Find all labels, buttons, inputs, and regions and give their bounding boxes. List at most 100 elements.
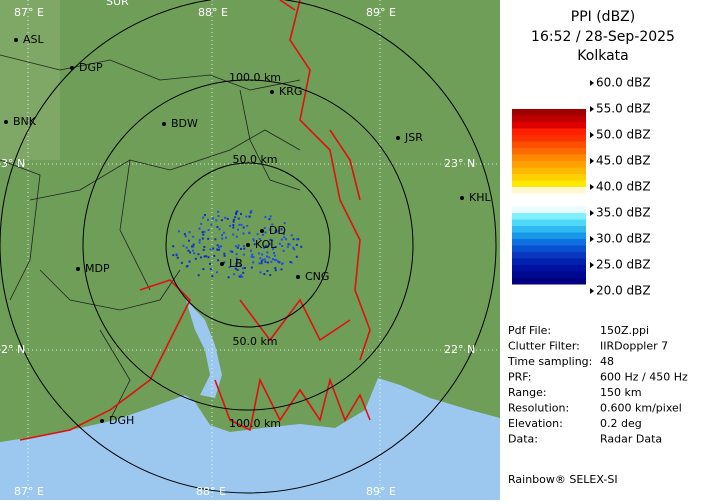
echo xyxy=(212,247,215,250)
place-dot xyxy=(4,120,8,124)
legend-swatch xyxy=(512,232,586,240)
place-label: KHL xyxy=(469,191,491,204)
echo xyxy=(281,262,284,265)
legend-swatch xyxy=(512,148,586,155)
echo xyxy=(257,252,260,255)
ring-label: 50.0 km xyxy=(232,153,277,166)
echo xyxy=(198,241,201,244)
info-value: IIRDoppler 7 xyxy=(600,340,668,353)
echo xyxy=(300,245,303,248)
legend-label: 55.0 dBZ xyxy=(596,102,651,116)
panel-station: Kolkata xyxy=(577,48,628,64)
echo xyxy=(266,261,269,264)
echo xyxy=(184,235,187,238)
echo xyxy=(202,233,205,236)
echo xyxy=(172,245,175,248)
sea xyxy=(0,378,500,500)
echo xyxy=(216,248,219,251)
echo xyxy=(275,230,278,233)
place-dot xyxy=(246,243,250,247)
place-dot xyxy=(220,262,224,266)
echo xyxy=(192,243,195,246)
legend-arrow xyxy=(590,210,594,216)
echo xyxy=(240,223,243,226)
info-label: Data: xyxy=(508,433,538,446)
echo xyxy=(231,250,234,253)
legend-swatch xyxy=(512,219,586,227)
place-label: BNK xyxy=(13,115,37,128)
ring-150km xyxy=(0,0,497,494)
echo xyxy=(290,261,293,264)
info-value: 0.2 deg xyxy=(600,417,642,430)
echo xyxy=(273,254,276,257)
place-dot xyxy=(76,267,80,271)
legend-swatch xyxy=(512,167,586,175)
echo xyxy=(278,261,281,264)
echo xyxy=(232,224,235,227)
echo xyxy=(205,255,208,258)
echo xyxy=(269,274,272,277)
echo xyxy=(274,267,277,269)
info-label: Range: xyxy=(508,386,547,399)
echo xyxy=(177,230,180,233)
echo xyxy=(242,253,245,256)
echo xyxy=(175,253,178,256)
echo xyxy=(274,269,277,272)
echo xyxy=(217,215,220,217)
place-label: LB xyxy=(229,257,243,270)
echo xyxy=(256,233,259,236)
echo xyxy=(232,220,235,223)
echo xyxy=(228,266,231,269)
legend-swatch xyxy=(512,213,586,220)
echo xyxy=(263,246,265,249)
echo xyxy=(202,268,205,271)
echo xyxy=(273,252,275,254)
legend-swatch xyxy=(512,102,586,110)
echo xyxy=(201,231,204,234)
legend-swatch xyxy=(512,161,586,168)
legend-swatch xyxy=(512,206,586,214)
echo xyxy=(192,249,194,252)
legend-arrow xyxy=(590,80,594,86)
echo xyxy=(203,245,206,248)
echo xyxy=(217,259,220,262)
echo xyxy=(274,246,277,248)
legend-label: 45.0 dBZ xyxy=(596,154,651,168)
echo xyxy=(266,245,269,248)
echo xyxy=(297,238,300,241)
echo xyxy=(241,267,244,270)
echo xyxy=(218,228,221,231)
ring-label: 100.0 km xyxy=(229,71,281,84)
legend-arrow xyxy=(590,236,594,242)
echo xyxy=(214,238,217,241)
grid-label: 89° E xyxy=(366,6,396,19)
echo xyxy=(288,243,291,246)
echo xyxy=(269,215,272,218)
info-label: Pdf File: xyxy=(508,324,551,337)
echo xyxy=(236,246,239,249)
echo xyxy=(183,233,186,236)
echo xyxy=(237,244,240,247)
grid-label: 89° E xyxy=(366,485,396,498)
echo xyxy=(263,227,266,229)
grid-label: 88° E xyxy=(196,485,226,498)
legend-swatch xyxy=(512,239,586,246)
echo xyxy=(223,231,225,234)
echo xyxy=(197,274,200,277)
echo xyxy=(216,271,218,274)
border-line xyxy=(0,54,301,421)
legend-swatch xyxy=(512,174,586,181)
info-label: Elevation: xyxy=(508,417,563,430)
echo xyxy=(277,229,280,232)
echo xyxy=(193,252,196,255)
echo xyxy=(207,237,210,240)
legend-arrow xyxy=(590,288,594,294)
echo xyxy=(285,238,287,241)
grid-label: 87° E xyxy=(14,485,44,498)
echo xyxy=(185,246,188,249)
echo xyxy=(240,213,242,215)
echo xyxy=(268,218,271,221)
info-value: 0.600 km/pixel xyxy=(600,402,682,415)
echo xyxy=(245,215,248,218)
echo xyxy=(218,248,221,251)
